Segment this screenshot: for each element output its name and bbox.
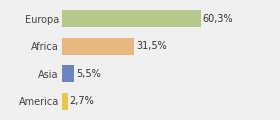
Text: 31,5%: 31,5% xyxy=(136,41,167,51)
Text: 60,3%: 60,3% xyxy=(203,14,233,24)
Bar xyxy=(62,93,68,110)
Text: 5,5%: 5,5% xyxy=(76,69,101,79)
Bar xyxy=(62,65,74,82)
Bar xyxy=(62,38,134,55)
Bar xyxy=(62,10,201,27)
Text: 2,7%: 2,7% xyxy=(70,96,94,106)
